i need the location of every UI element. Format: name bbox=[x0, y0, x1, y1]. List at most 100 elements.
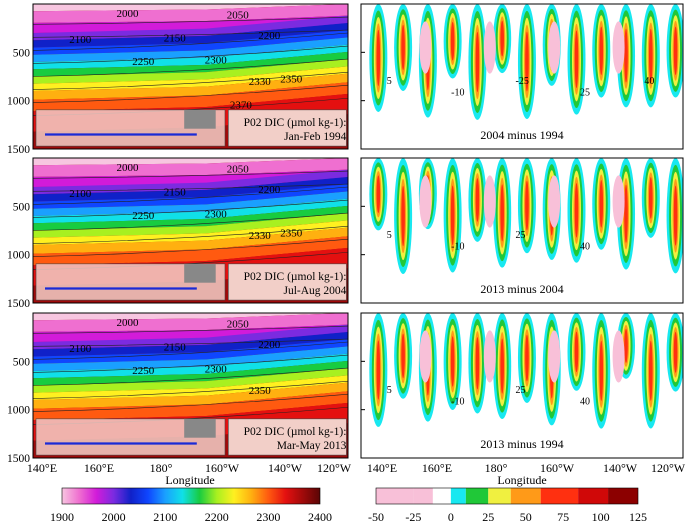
anomaly-blob bbox=[376, 340, 381, 400]
anomaly-blob bbox=[624, 28, 628, 83]
anomaly-blob bbox=[401, 24, 405, 71]
anomaly-blob bbox=[500, 338, 504, 394]
contour-label: 2330 bbox=[249, 76, 272, 88]
colorbar-tick-label: -25 bbox=[405, 510, 421, 524]
anomaly-blob bbox=[450, 336, 455, 387]
contour-line bbox=[33, 325, 348, 334]
panel-frame bbox=[32, 157, 349, 304]
contour-label: 2000 bbox=[117, 162, 140, 174]
anomaly-blob bbox=[475, 337, 480, 390]
colorbar-tick-label: 125 bbox=[629, 510, 647, 524]
contour-label: 2350 bbox=[280, 73, 303, 85]
contour-line bbox=[33, 367, 348, 386]
dic-band bbox=[33, 360, 348, 386]
dic-band bbox=[33, 22, 348, 48]
panel-frame bbox=[360, 3, 684, 150]
dic-band bbox=[33, 313, 348, 332]
contour-label: 2250 bbox=[132, 210, 155, 222]
contour-label: 25 bbox=[516, 230, 526, 241]
panel-frame bbox=[360, 312, 684, 459]
diff-colorbar bbox=[375, 487, 639, 505]
contour-label: 2050 bbox=[227, 319, 250, 331]
colorbar-tick-label: 2200 bbox=[205, 510, 229, 524]
dic-band bbox=[33, 353, 348, 379]
negative-patch bbox=[548, 21, 561, 74]
anomaly-blob bbox=[673, 331, 678, 373]
dic-band bbox=[33, 198, 348, 224]
dic-band bbox=[33, 4, 348, 12]
x-tick-label: 140°W bbox=[603, 461, 638, 475]
panel-label-box bbox=[228, 263, 347, 301]
x-tick-label: 160°E bbox=[84, 461, 114, 475]
panel-diff-2013-2004: 5 -10 25 40 2013 minus 2004 bbox=[360, 157, 684, 304]
x-tick-label: 120°W bbox=[651, 461, 686, 475]
contour-label: 2200 bbox=[258, 339, 281, 351]
dic-band bbox=[33, 15, 348, 41]
x-tick-label: 160°E bbox=[422, 461, 452, 475]
contour-line bbox=[33, 58, 348, 77]
inset-land bbox=[184, 263, 216, 283]
contour-label: 25 bbox=[516, 385, 526, 396]
colorbar-tick-label: -50 bbox=[368, 510, 384, 524]
panel-label: Mar-May 2013 bbox=[277, 440, 347, 452]
negative-patch bbox=[612, 21, 625, 74]
contour-line bbox=[33, 238, 348, 257]
dic-band bbox=[33, 213, 348, 238]
dic-band bbox=[33, 227, 348, 254]
y-tick-label: 1000 bbox=[7, 250, 30, 262]
contour-line bbox=[33, 393, 348, 412]
contour-line bbox=[33, 183, 348, 192]
colorbar-segment bbox=[413, 488, 433, 504]
contour-line bbox=[33, 354, 348, 373]
anomaly-blob bbox=[475, 178, 480, 222]
x-tick-label: 180° bbox=[150, 461, 173, 475]
colorbar-segment bbox=[376, 488, 414, 504]
anomaly-blob bbox=[450, 21, 455, 61]
colorbar-segment bbox=[578, 488, 609, 504]
contour-label: 2300 bbox=[205, 363, 228, 375]
contour-label: 2100 bbox=[69, 343, 92, 355]
contour-label: -10 bbox=[451, 396, 464, 407]
x-axis-label: Longitude bbox=[165, 473, 214, 487]
panel-label: Jul-Aug 2004 bbox=[283, 285, 346, 297]
negative-patch bbox=[548, 175, 561, 228]
x-tick-label: 140°E bbox=[367, 461, 397, 475]
contour-line bbox=[33, 170, 348, 179]
contour-line bbox=[33, 338, 348, 347]
contour-label: 2150 bbox=[164, 33, 187, 45]
negative-patch bbox=[612, 330, 625, 383]
panel-diff-2013-1994: 5 -10 25 40 2013 minus 1994 bbox=[360, 312, 684, 459]
colorbar-segment bbox=[608, 488, 638, 504]
contour-label: 5 bbox=[387, 76, 392, 87]
dic-band bbox=[33, 382, 348, 409]
colorbar-tick-label: 25 bbox=[482, 510, 494, 524]
negative-patch bbox=[419, 330, 432, 383]
contour-line bbox=[33, 225, 348, 244]
y-tick-label: 500 bbox=[13, 201, 31, 213]
negative-patch bbox=[419, 175, 432, 228]
dic-band bbox=[33, 44, 348, 70]
contour-line bbox=[33, 71, 348, 90]
contour-label: 2250 bbox=[132, 56, 155, 68]
y-tick-label: 1500 bbox=[7, 298, 30, 310]
dic-band bbox=[33, 4, 348, 23]
colorbar-tick-label: 50 bbox=[520, 510, 532, 524]
panel-dic-1994: 2000 2050 2100 2150 2200 2250 2300 2330 2350 2370… bbox=[32, 3, 349, 150]
y-tick-label: 1500 bbox=[7, 144, 30, 156]
colorbar-segment bbox=[488, 488, 511, 504]
contour-label: -25 bbox=[516, 76, 529, 87]
contour-line bbox=[33, 29, 348, 38]
panel-dic-2004: 2000 2050 2100 2150 2200 2250 2300 2330 2350 P02 … bbox=[32, 157, 349, 304]
negative-patch bbox=[483, 175, 496, 228]
inset-land bbox=[184, 109, 216, 129]
panel-label: 2004 minus 1994 bbox=[480, 128, 563, 142]
dic-band bbox=[33, 169, 348, 195]
colorbar-tick-label: 2000 bbox=[102, 510, 126, 524]
dic-band bbox=[33, 176, 348, 202]
panel-label-box bbox=[228, 418, 347, 456]
contour-label: 2100 bbox=[69, 34, 92, 46]
contour-label: 2000 bbox=[117, 8, 140, 20]
x-tick-label: 160°W bbox=[205, 461, 240, 475]
dic-band bbox=[33, 346, 348, 371]
contour-label: 2050 bbox=[227, 164, 250, 176]
